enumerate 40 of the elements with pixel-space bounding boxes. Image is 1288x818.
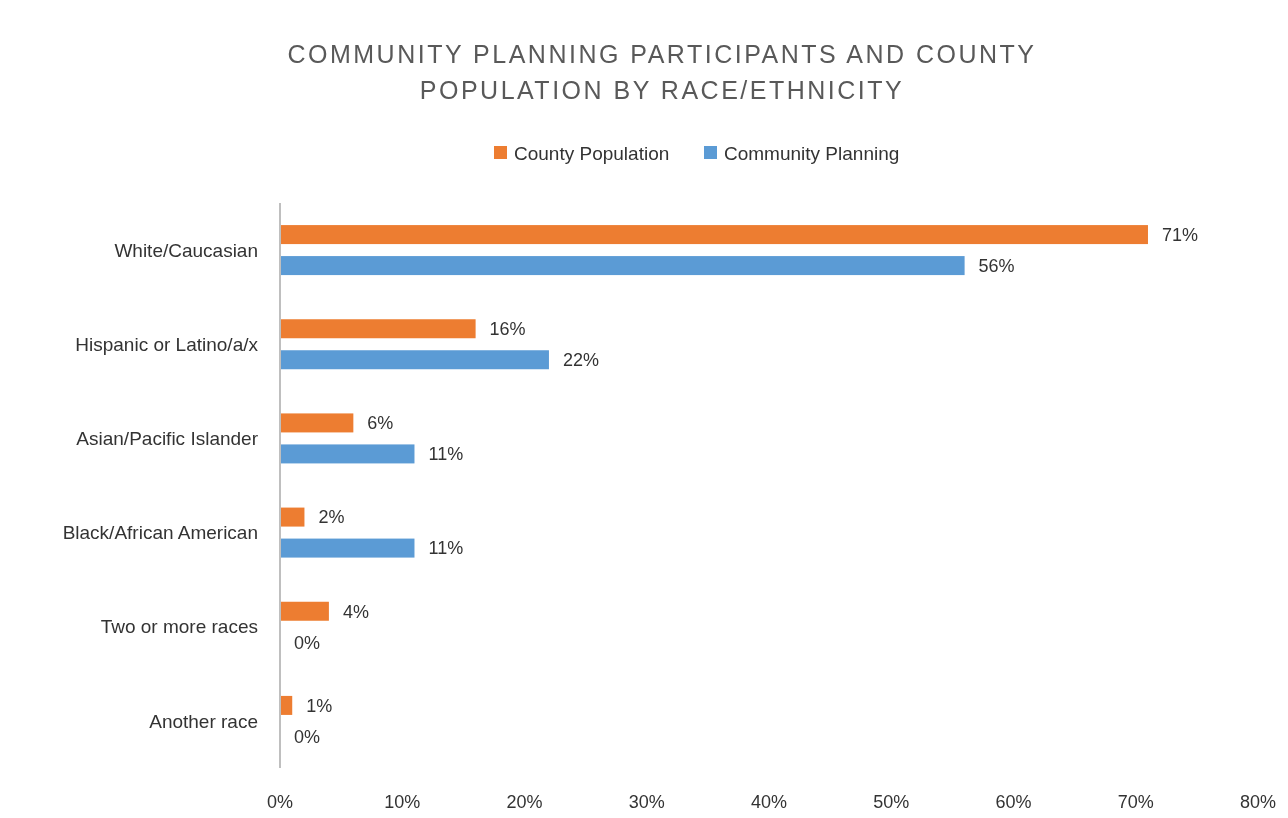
x-tick-label: 80%	[1239, 792, 1277, 812]
y-tick-label: Black/African American	[62, 522, 258, 544]
x-tick-label: 30%	[628, 792, 665, 812]
data-label: 16%	[489, 319, 526, 340]
data-label: 56%	[978, 255, 1015, 276]
legend-label: County Population	[514, 142, 670, 164]
x-tick-label: 20%	[506, 792, 543, 812]
data-label: 1%	[306, 695, 333, 716]
x-tick-label: 0%	[266, 792, 294, 812]
x-tick-label: 10%	[384, 792, 421, 812]
x-tick-label: 60%	[995, 792, 1032, 812]
y-tick-label: Hispanic or Latino/a/x	[75, 333, 259, 355]
x-tick-label: 50%	[873, 792, 910, 812]
bar	[280, 225, 1148, 245]
legend-label: Community Planning	[724, 142, 900, 164]
bar	[280, 538, 415, 558]
y-tick-label: Another race	[149, 710, 258, 732]
data-label: 4%	[342, 601, 369, 622]
x-tick-label: 40%	[750, 792, 788, 812]
y-tick-label: Asian/Pacific Islander	[76, 428, 259, 450]
data-label: 6%	[367, 413, 394, 434]
bar	[280, 695, 293, 715]
data-label: 2%	[318, 507, 345, 528]
x-tick-label: 70%	[1117, 792, 1154, 812]
y-tick-label: Two or more races	[100, 616, 258, 638]
data-label: 71%	[1161, 224, 1199, 245]
bar	[280, 350, 549, 370]
data-label: 0%	[294, 632, 321, 653]
data-label: 0%	[294, 726, 321, 747]
bar	[280, 507, 305, 527]
data-label: 11%	[428, 538, 464, 559]
bar	[280, 601, 329, 621]
bar	[280, 319, 476, 339]
chart-title: COMMUNITY PLANNING PARTICIPANTS AND COUNTY POPULATION BY RACE/ETHNICITY	[287, 40, 1037, 104]
data-label: 22%	[562, 350, 599, 371]
bar	[280, 256, 965, 276]
data-label: 11%	[428, 444, 464, 465]
bar	[280, 413, 354, 433]
y-tick-label: White/Caucasian	[114, 239, 258, 261]
bar	[280, 444, 415, 464]
